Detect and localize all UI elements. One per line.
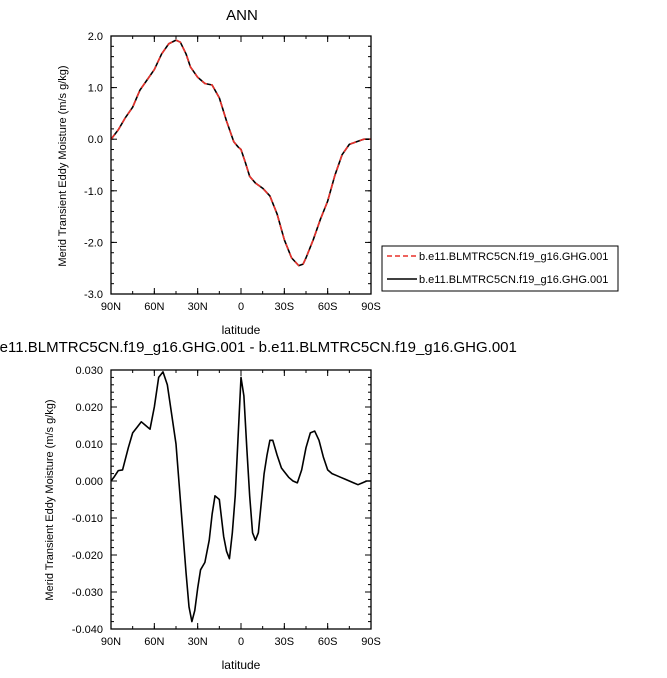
y-tick-label: 0.030 [75,365,103,377]
x-tick-label: 90N [101,636,121,648]
x-tick-label: 30N [188,301,208,313]
legend-label-0: b.e11.BLMTRC5CN.f19_g16.GHG.001 [419,251,608,263]
top-chart-lines [110,39,371,267]
x-tick-label: 60N [144,301,164,313]
x-tick-label: 30S [275,301,295,313]
y-tick-label: -0.010 [72,513,103,525]
y-tick-label: -0.040 [72,624,103,636]
bottom-chart-frame [110,369,372,630]
top-chart: ANN Merid Transient Eddy Moisture (m/s g… [57,7,619,337]
x-tick-label: 0 [238,636,244,648]
y-tick-label: 1.0 [88,83,103,95]
bottom-chart-ticks: 90N 60N 30N 0 30S 60S 90S 0.030 0.020 0.010 0.000 -… [72,365,381,648]
y-tick-label: 0.010 [75,439,103,451]
x-tick-label: 60S [318,301,338,313]
x-tick-label: 60S [318,636,338,648]
top-chart-legend: b.e11.BLMTRC5CN.f19_g16.GHG.001 b.e11.BL… [381,245,619,292]
series-line-1 [110,39,371,267]
bottom-chart-xlabel: latitude [222,658,261,672]
y-tick-label: -3.0 [84,289,103,301]
y-tick-label: 0.0 [88,134,103,146]
series-line-0 [110,371,371,623]
x-tick-label: 90S [361,301,381,313]
legend-box [381,245,619,292]
y-tick-label: -0.020 [72,550,103,562]
legend-label-1: b.e11.BLMTRC5CN.f19_g16.GHG.001 [419,274,608,286]
top-chart-xlabel: latitude [222,323,261,337]
bottom-chart-title: b.e11.BLMTRC5CN.f19_g16.GHG.001 - b.e11.… [0,339,517,356]
x-tick-label: 0 [238,301,244,313]
x-tick-label: 90S [361,636,381,648]
series-line-0 [110,39,371,267]
y-tick-label: 0.000 [75,476,103,488]
y-tick-label: -2.0 [84,237,103,249]
y-tick-label: 0.020 [75,402,103,414]
x-tick-label: 90N [101,301,121,313]
bottom-chart: b.e11.BLMTRC5CN.f19_g16.GHG.001 - b.e11.… [0,339,517,672]
x-tick-label: 30S [275,636,295,648]
top-chart-frame [110,35,372,295]
bottom-chart-lines [110,371,371,623]
y-tick-label: -1.0 [84,186,103,198]
x-tick-label: 60N [144,636,164,648]
top-chart-ylabel: Merid Transient Eddy Moisture (m/s g/kg) [57,65,69,266]
y-tick-label: 2.0 [88,31,103,43]
y-tick-label: -0.030 [72,587,103,599]
top-chart-title: ANN [226,7,258,24]
bottom-chart-ylabel: Merid Transient Eddy Moisture (m/s g/kg) [44,399,56,600]
x-tick-label: 30N [188,636,208,648]
